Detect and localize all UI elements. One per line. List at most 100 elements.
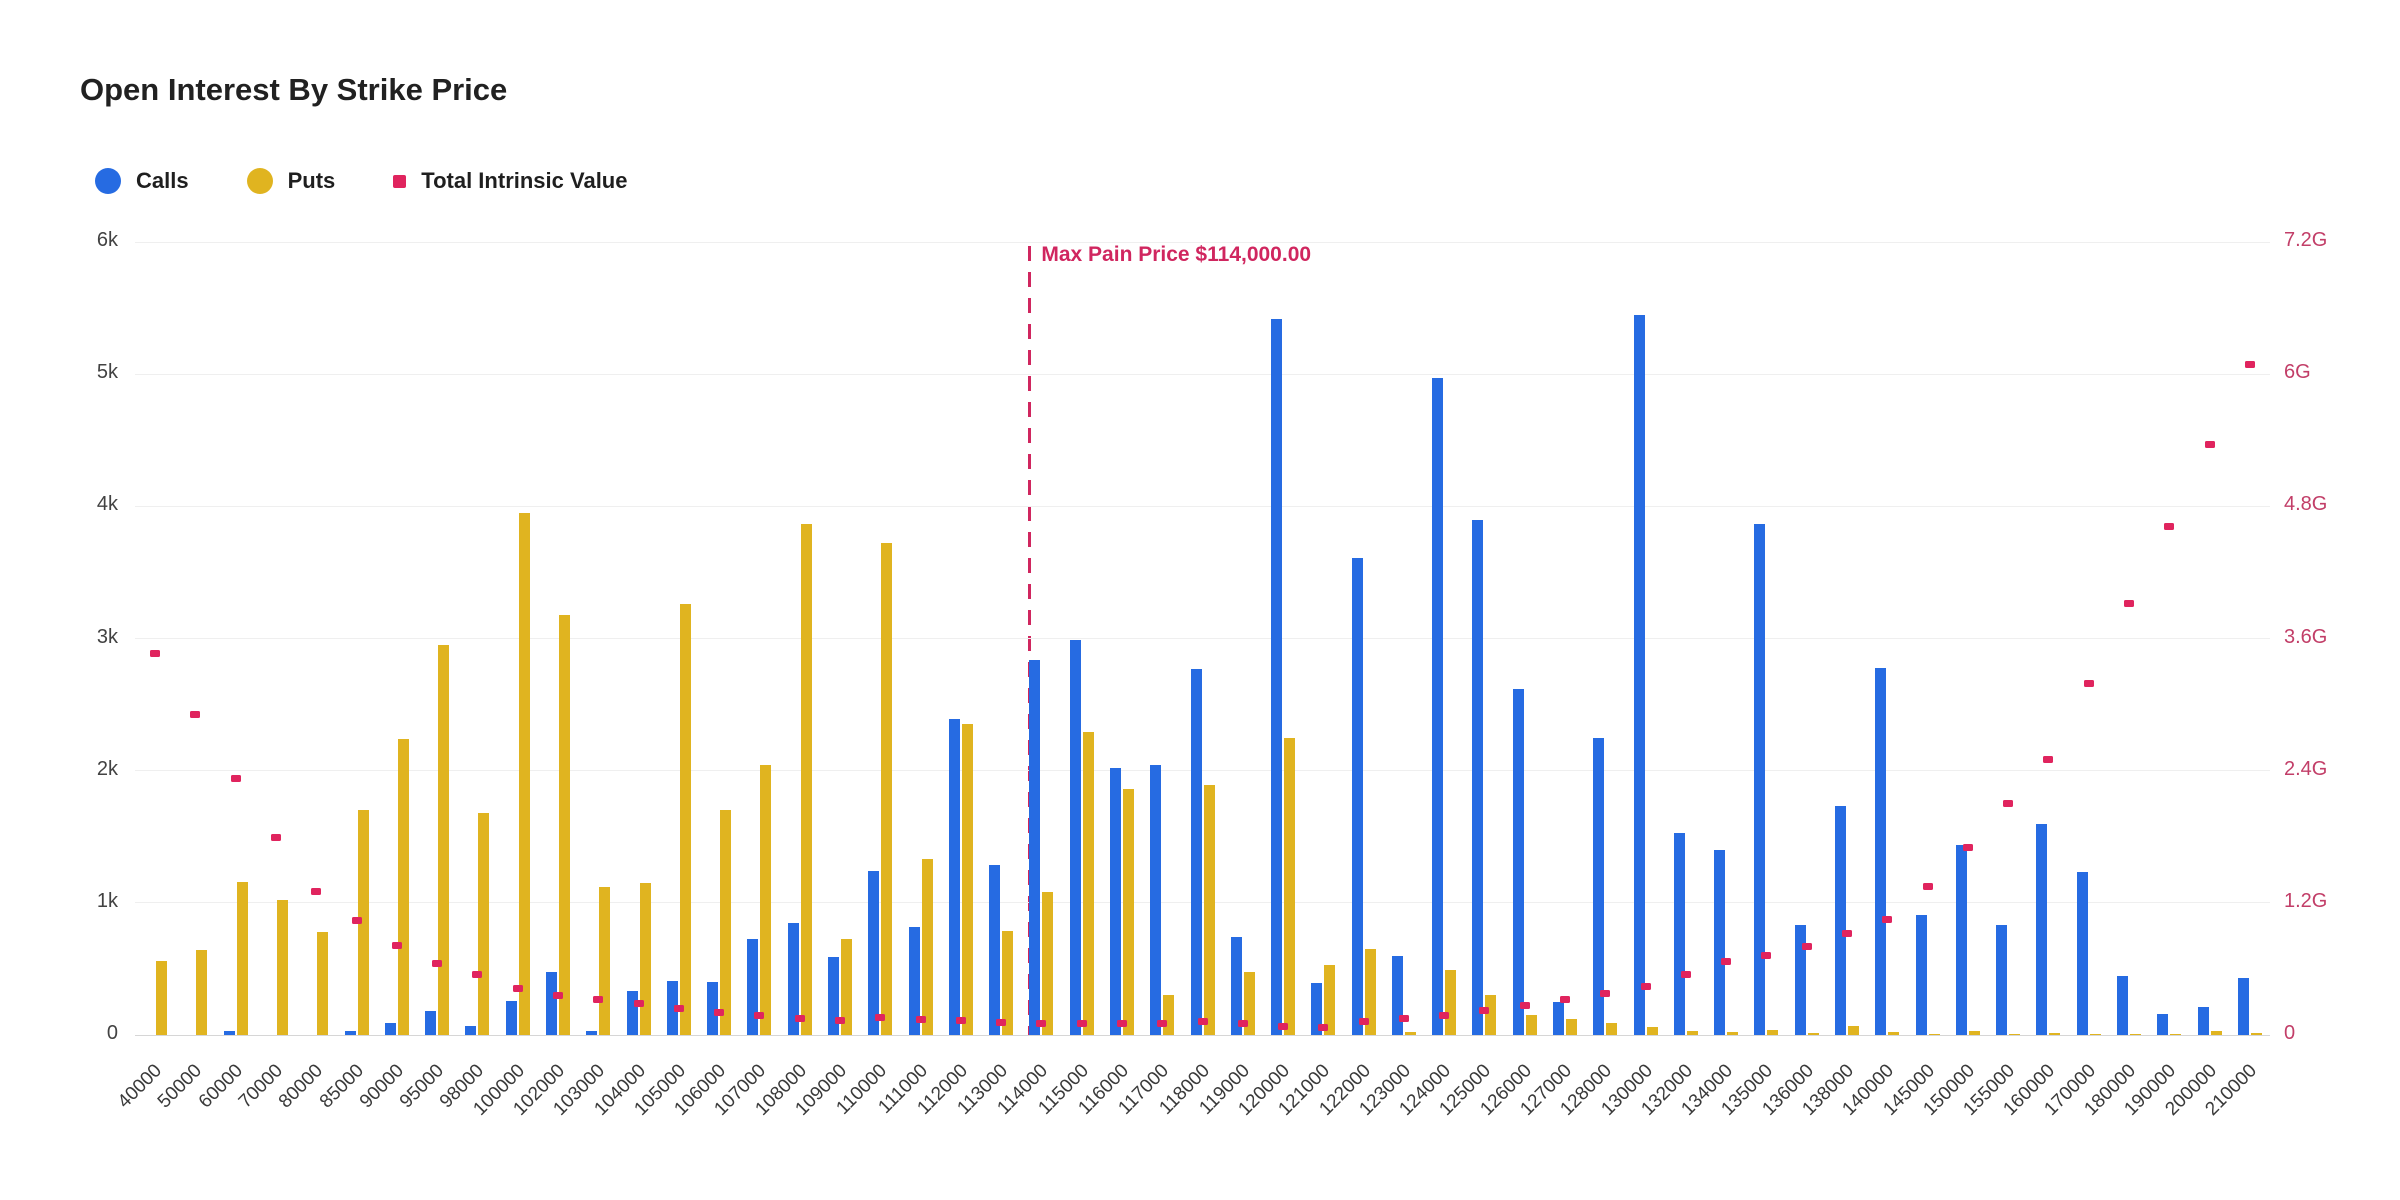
intrinsic-point-119000[interactable]	[1237, 1020, 1248, 1028]
intrinsic-point-90000[interactable]	[391, 942, 402, 950]
call-bar-145000[interactable]	[1915, 914, 1927, 1035]
put-bar-170000[interactable]	[2089, 1033, 2101, 1035]
put-bar-106000[interactable]	[720, 810, 732, 1035]
intrinsic-point-135000[interactable]	[1761, 952, 1772, 960]
call-bar-134000[interactable]	[1714, 849, 1726, 1035]
intrinsic-point-132000[interactable]	[1680, 970, 1691, 978]
intrinsic-point-102000[interactable]	[552, 991, 563, 999]
intrinsic-point-115000[interactable]	[1076, 1020, 1087, 1028]
put-bar-132000[interactable]	[1686, 1031, 1698, 1035]
put-bar-104000[interactable]	[639, 883, 651, 1035]
put-bar-108000[interactable]	[800, 523, 812, 1035]
put-bar-122000[interactable]	[1364, 949, 1376, 1035]
intrinsic-point-116000[interactable]	[1116, 1020, 1127, 1028]
intrinsic-point-104000[interactable]	[633, 999, 644, 1007]
legend-item-puts[interactable]: Puts	[246, 168, 335, 194]
intrinsic-point-114000[interactable]	[1036, 1020, 1047, 1028]
put-bar-109000[interactable]	[840, 938, 852, 1035]
intrinsic-point-140000[interactable]	[1882, 915, 1893, 923]
call-bar-123000[interactable]	[1391, 955, 1403, 1035]
put-bar-110000[interactable]	[881, 543, 893, 1035]
legend-item-total-intrinsic-value[interactable]: Total Intrinsic Value	[393, 168, 627, 194]
put-bar-138000[interactable]	[1848, 1025, 1860, 1035]
put-bar-111000[interactable]	[921, 859, 933, 1035]
call-bar-105000[interactable]	[666, 980, 678, 1035]
intrinsic-point-98000[interactable]	[472, 970, 483, 978]
put-bar-60000[interactable]	[236, 881, 248, 1035]
intrinsic-point-126000[interactable]	[1519, 1001, 1530, 1009]
put-bar-134000[interactable]	[1727, 1032, 1739, 1035]
call-bar-132000[interactable]	[1673, 832, 1685, 1035]
call-bar-180000[interactable]	[2117, 975, 2128, 1035]
put-bar-112000[interactable]	[961, 724, 973, 1035]
call-bar-108000[interactable]	[787, 922, 799, 1035]
call-bar-190000[interactable]	[2157, 1013, 2169, 1035]
intrinsic-point-200000[interactable]	[2204, 441, 2215, 449]
put-bar-98000[interactable]	[478, 812, 490, 1035]
call-bar-122000[interactable]	[1351, 557, 1363, 1035]
intrinsic-point-108000[interactable]	[794, 1014, 805, 1022]
put-bar-40000[interactable]	[156, 960, 168, 1035]
call-bar-111000[interactable]	[908, 926, 920, 1035]
put-bar-100000[interactable]	[518, 512, 530, 1035]
put-bar-125000[interactable]	[1485, 995, 1497, 1035]
put-bar-90000[interactable]	[397, 738, 409, 1035]
call-bar-60000[interactable]	[223, 1031, 235, 1035]
intrinsic-point-85000[interactable]	[351, 916, 362, 924]
call-bar-210000[interactable]	[2237, 978, 2249, 1035]
intrinsic-point-118000[interactable]	[1197, 1018, 1208, 1026]
put-bar-50000[interactable]	[196, 950, 208, 1035]
intrinsic-point-138000[interactable]	[1842, 930, 1853, 938]
intrinsic-point-180000[interactable]	[2124, 599, 2134, 607]
intrinsic-point-60000[interactable]	[230, 774, 241, 782]
intrinsic-point-112000[interactable]	[955, 1017, 966, 1025]
intrinsic-point-170000[interactable]	[2083, 680, 2094, 688]
put-bar-114000[interactable]	[1042, 892, 1054, 1035]
call-bar-140000[interactable]	[1875, 667, 1887, 1035]
call-bar-106000[interactable]	[707, 982, 719, 1035]
call-bar-112000[interactable]	[948, 719, 960, 1035]
intrinsic-point-123000[interactable]	[1398, 1014, 1409, 1022]
call-bar-85000[interactable]	[344, 1031, 356, 1035]
put-bar-123000[interactable]	[1404, 1032, 1416, 1035]
call-bar-200000[interactable]	[2197, 1007, 2209, 1035]
call-bar-102000[interactable]	[545, 971, 557, 1035]
put-bar-117000[interactable]	[1163, 995, 1175, 1035]
intrinsic-point-127000[interactable]	[1560, 996, 1571, 1004]
intrinsic-point-145000[interactable]	[1922, 882, 1933, 890]
intrinsic-point-136000[interactable]	[1801, 943, 1812, 951]
call-bar-104000[interactable]	[626, 991, 638, 1035]
call-bar-128000[interactable]	[1593, 737, 1605, 1035]
intrinsic-point-190000[interactable]	[2164, 522, 2175, 530]
call-bar-95000[interactable]	[425, 1011, 437, 1035]
put-bar-107000[interactable]	[760, 765, 772, 1035]
call-bar-120000[interactable]	[1271, 318, 1283, 1035]
intrinsic-point-100000[interactable]	[512, 985, 523, 993]
intrinsic-point-50000[interactable]	[190, 710, 201, 718]
intrinsic-point-110000[interactable]	[875, 1013, 886, 1021]
call-bar-124000[interactable]	[1432, 378, 1444, 1035]
call-bar-110000[interactable]	[868, 871, 880, 1035]
intrinsic-point-95000[interactable]	[432, 959, 443, 967]
intrinsic-point-103000[interactable]	[593, 996, 604, 1004]
put-bar-128000[interactable]	[1606, 1023, 1618, 1035]
call-bar-125000[interactable]	[1472, 519, 1484, 1035]
intrinsic-point-109000[interactable]	[834, 1017, 845, 1025]
intrinsic-point-210000[interactable]	[2244, 360, 2255, 368]
call-bar-90000[interactable]	[384, 1023, 396, 1035]
intrinsic-point-106000[interactable]	[714, 1009, 725, 1017]
put-bar-120000[interactable]	[1284, 737, 1296, 1035]
put-bar-150000[interactable]	[1968, 1031, 1980, 1035]
intrinsic-point-70000[interactable]	[270, 834, 281, 842]
call-bar-118000[interactable]	[1190, 668, 1202, 1035]
call-bar-160000[interactable]	[2036, 823, 2048, 1035]
call-bar-136000[interactable]	[1794, 925, 1806, 1035]
put-bar-180000[interactable]	[2130, 1034, 2141, 1035]
put-bar-102000[interactable]	[558, 614, 570, 1035]
call-bar-170000[interactable]	[2076, 872, 2088, 1035]
call-bar-126000[interactable]	[1512, 688, 1524, 1035]
call-bar-130000[interactable]	[1633, 314, 1645, 1035]
intrinsic-point-117000[interactable]	[1157, 1020, 1168, 1028]
intrinsic-point-121000[interactable]	[1318, 1023, 1329, 1031]
put-bar-121000[interactable]	[1324, 964, 1336, 1035]
